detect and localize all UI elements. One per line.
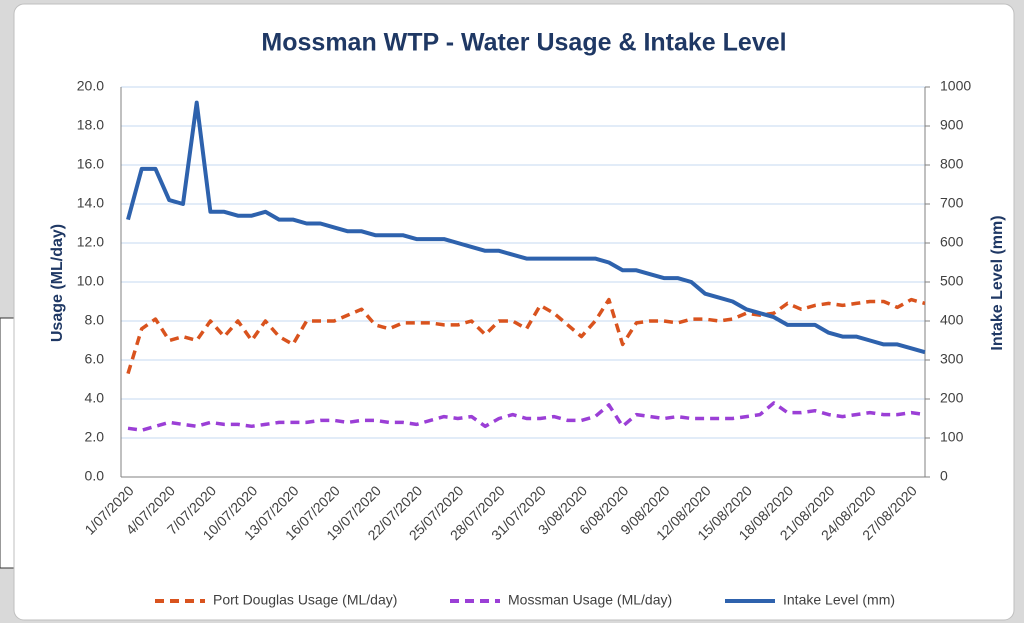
y-tick-label: 2.0 (85, 429, 105, 445)
y-tick-label: 4.0 (85, 390, 105, 406)
y2-tick-label: 600 (940, 234, 964, 250)
y2-tick-label: 900 (940, 117, 964, 133)
legend-label: Mossman Usage (ML/day) (508, 592, 672, 608)
y-tick-label: 16.0 (77, 156, 104, 172)
y2-tick-label: 300 (940, 351, 964, 367)
y2-tick-label: 700 (940, 195, 964, 211)
y-tick-label: 8.0 (85, 312, 105, 328)
y-tick-label: 0.0 (85, 468, 105, 484)
y-tick-label: 12.0 (77, 234, 104, 250)
side-table (0, 317, 15, 569)
y-tick-label: 20.0 (77, 78, 104, 94)
y-tick-label: 6.0 (85, 351, 105, 367)
y-tick-label: 18.0 (77, 117, 104, 133)
y2-tick-label: 100 (940, 429, 964, 445)
y2-tick-label: 500 (940, 273, 964, 289)
y2-tick-label: 400 (940, 312, 964, 328)
y-tick-label: 14.0 (77, 195, 104, 211)
legend-label: Port Douglas Usage (ML/day) (213, 592, 397, 608)
y2-tick-label: 200 (940, 390, 964, 406)
chart-frame (13, 3, 1015, 621)
series-line (127, 401, 926, 432)
series-line (126, 100, 926, 355)
y2-tick-label: 800 (940, 156, 964, 172)
y2-tick-label: 1000 (940, 78, 971, 94)
y2-axis-label: Intake Level (mm) (989, 215, 1006, 350)
chart-title: Mossman WTP - Water Usage & Intake Level (261, 29, 786, 57)
y-tick-label: 10.0 (77, 273, 104, 289)
y2-tick-label: 0 (940, 468, 948, 484)
legend-label: Intake Level (mm) (783, 592, 895, 608)
y-axis-label: Usage (ML/day) (49, 224, 66, 342)
